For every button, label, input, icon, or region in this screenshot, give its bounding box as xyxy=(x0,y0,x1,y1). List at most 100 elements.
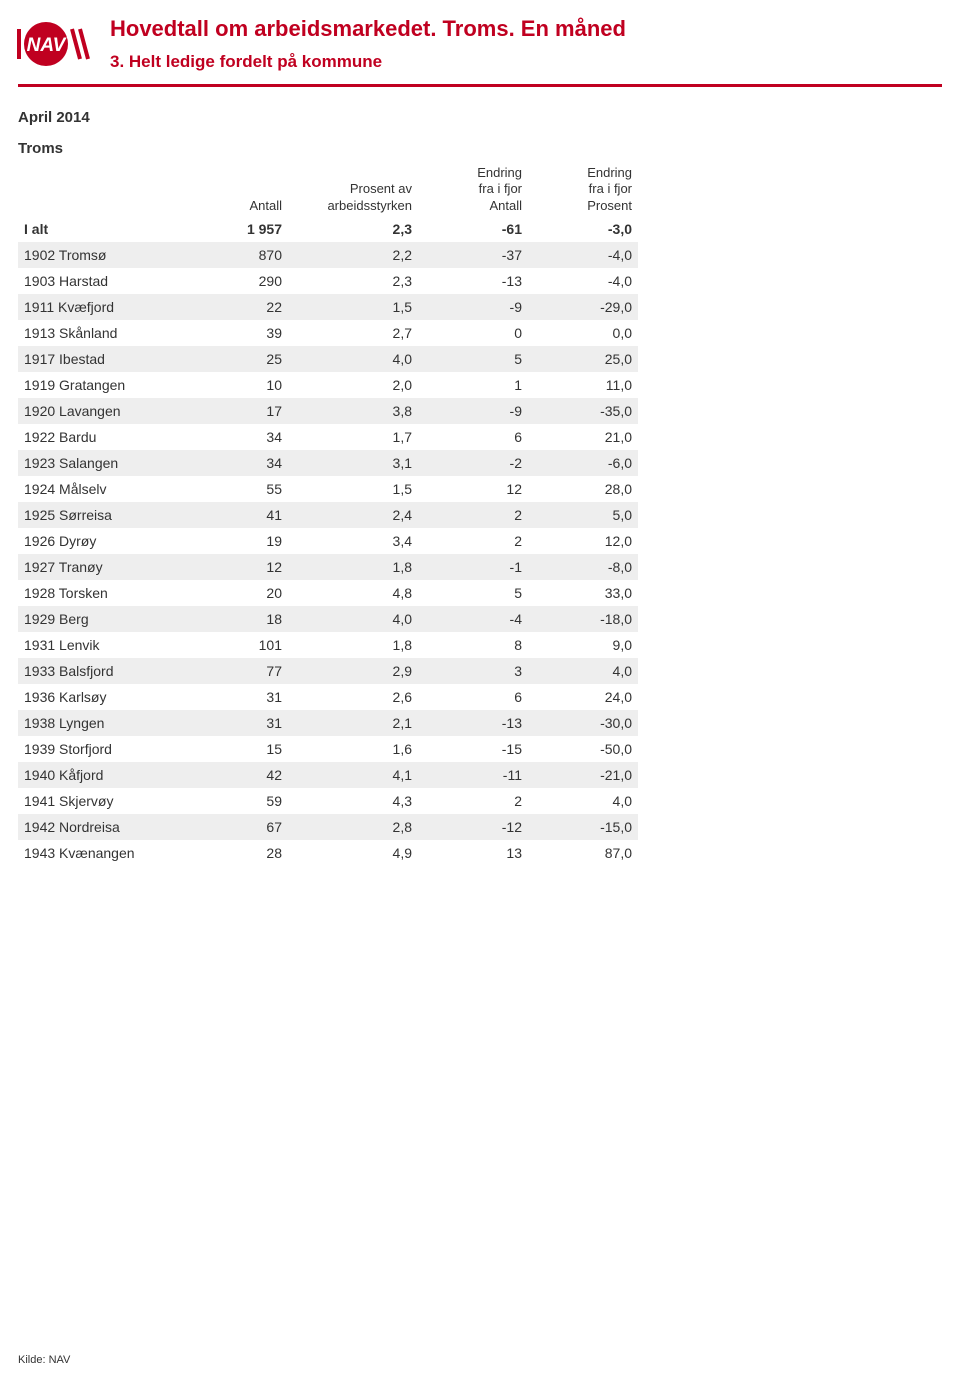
cell-antall: 22 xyxy=(198,294,288,320)
cell-label: 1924 Målselv xyxy=(18,476,198,502)
cell-prosent: 2,6 xyxy=(288,684,418,710)
svg-text:NAV: NAV xyxy=(27,35,67,56)
cell-endr-p: 24,0 xyxy=(528,684,638,710)
source-footer: Kilde: NAV xyxy=(18,1354,70,1366)
cell-endr-a: -61 xyxy=(418,216,528,242)
table-row: 1922 Bardu341,7621,0 xyxy=(18,424,638,450)
content-area: April 2014 Troms Antall Prosent av arbei… xyxy=(0,87,960,866)
cell-endr-a: 1 xyxy=(418,372,528,398)
cell-label: 1943 Kvænangen xyxy=(18,840,198,866)
cell-prosent: 2,3 xyxy=(288,216,418,242)
cell-prosent: 2,2 xyxy=(288,242,418,268)
nav-logo: NAV xyxy=(16,19,94,69)
cell-antall: 28 xyxy=(198,840,288,866)
cell-antall: 41 xyxy=(198,502,288,528)
table-row: 1924 Målselv551,51228,0 xyxy=(18,476,638,502)
table-row: 1933 Balsfjord772,934,0 xyxy=(18,658,638,684)
cell-antall: 67 xyxy=(198,814,288,840)
cell-prosent: 4,8 xyxy=(288,580,418,606)
page-subtitle: 3. Helt ledige fordelt på kommune xyxy=(110,52,626,72)
cell-endr-p: 5,0 xyxy=(528,502,638,528)
table-row: 1913 Skånland392,700,0 xyxy=(18,320,638,346)
cell-endr-p: -18,0 xyxy=(528,606,638,632)
cell-prosent: 2,8 xyxy=(288,814,418,840)
cell-prosent: 3,8 xyxy=(288,398,418,424)
cell-endr-p: -50,0 xyxy=(528,736,638,762)
cell-endr-p: 0,0 xyxy=(528,320,638,346)
data-table: Antall Prosent av arbeidsstyrken Endring… xyxy=(18,163,638,866)
cell-label: 1913 Skånland xyxy=(18,320,198,346)
page-title: Hovedtall om arbeidsmarkedet. Troms. En … xyxy=(110,16,626,42)
cell-endr-a: -1 xyxy=(418,554,528,580)
cell-label: 1928 Torsken xyxy=(18,580,198,606)
cell-label: 1919 Gratangen xyxy=(18,372,198,398)
table-row: 1919 Gratangen102,0111,0 xyxy=(18,372,638,398)
cell-prosent: 2,9 xyxy=(288,658,418,684)
cell-endr-a: 12 xyxy=(418,476,528,502)
cell-endr-a: -2 xyxy=(418,450,528,476)
cell-antall: 12 xyxy=(198,554,288,580)
cell-label: 1911 Kvæfjord xyxy=(18,294,198,320)
cell-endr-a: 13 xyxy=(418,840,528,866)
cell-endr-p: 4,0 xyxy=(528,788,638,814)
table-row: 1942 Nordreisa672,8-12-15,0 xyxy=(18,814,638,840)
cell-endr-a: -4 xyxy=(418,606,528,632)
table-row: 1943 Kvænangen284,91387,0 xyxy=(18,840,638,866)
cell-prosent: 1,8 xyxy=(288,554,418,580)
cell-endr-a: -9 xyxy=(418,398,528,424)
cell-endr-p: 33,0 xyxy=(528,580,638,606)
col-header-name xyxy=(18,163,198,216)
cell-label: 1941 Skjervøy xyxy=(18,788,198,814)
cell-endr-a: 8 xyxy=(418,632,528,658)
cell-endr-a: 2 xyxy=(418,502,528,528)
cell-antall: 10 xyxy=(198,372,288,398)
col-header-prosent: Prosent av arbeidsstyrken xyxy=(288,163,418,216)
cell-endr-p: 87,0 xyxy=(528,840,638,866)
cell-label: 1938 Lyngen xyxy=(18,710,198,736)
cell-endr-a: -15 xyxy=(418,736,528,762)
table-row: 1920 Lavangen173,8-9-35,0 xyxy=(18,398,638,424)
header-text: Hovedtall om arbeidsmarkedet. Troms. En … xyxy=(110,16,626,72)
cell-antall: 290 xyxy=(198,268,288,294)
cell-endr-a: 2 xyxy=(418,788,528,814)
table-row: 1931 Lenvik1011,889,0 xyxy=(18,632,638,658)
cell-endr-p: 12,0 xyxy=(528,528,638,554)
cell-antall: 31 xyxy=(198,710,288,736)
cell-endr-p: -35,0 xyxy=(528,398,638,424)
cell-endr-a: -13 xyxy=(418,268,528,294)
table-row: 1917 Ibestad254,0525,0 xyxy=(18,346,638,372)
cell-prosent: 1,5 xyxy=(288,476,418,502)
cell-endr-p: 28,0 xyxy=(528,476,638,502)
cell-prosent: 1,6 xyxy=(288,736,418,762)
cell-antall: 18 xyxy=(198,606,288,632)
cell-label: 1922 Bardu xyxy=(18,424,198,450)
table-row: 1940 Kåfjord424,1-11-21,0 xyxy=(18,762,638,788)
cell-endr-a: 6 xyxy=(418,424,528,450)
cell-prosent: 4,9 xyxy=(288,840,418,866)
table-row: 1938 Lyngen312,1-13-30,0 xyxy=(18,710,638,736)
cell-endr-p: -29,0 xyxy=(528,294,638,320)
cell-prosent: 2,1 xyxy=(288,710,418,736)
cell-prosent: 3,4 xyxy=(288,528,418,554)
cell-endr-a: 6 xyxy=(418,684,528,710)
cell-antall: 20 xyxy=(198,580,288,606)
cell-endr-p: -30,0 xyxy=(528,710,638,736)
cell-antall: 31 xyxy=(198,684,288,710)
table-row: 1911 Kvæfjord221,5-9-29,0 xyxy=(18,294,638,320)
table-row: 1903 Harstad2902,3-13-4,0 xyxy=(18,268,638,294)
cell-antall: 17 xyxy=(198,398,288,424)
cell-prosent: 3,1 xyxy=(288,450,418,476)
cell-endr-p: -15,0 xyxy=(528,814,638,840)
cell-endr-a: 0 xyxy=(418,320,528,346)
cell-label: 1923 Salangen xyxy=(18,450,198,476)
table-row: 1902 Tromsø8702,2-37-4,0 xyxy=(18,242,638,268)
cell-endr-a: -12 xyxy=(418,814,528,840)
cell-endr-a: 2 xyxy=(418,528,528,554)
cell-endr-a: 5 xyxy=(418,580,528,606)
cell-antall: 34 xyxy=(198,450,288,476)
cell-endr-p: -4,0 xyxy=(528,268,638,294)
table-row: 1929 Berg184,0-4-18,0 xyxy=(18,606,638,632)
month-label: April 2014 xyxy=(18,109,942,126)
cell-prosent: 4,0 xyxy=(288,606,418,632)
cell-endr-p: -6,0 xyxy=(528,450,638,476)
